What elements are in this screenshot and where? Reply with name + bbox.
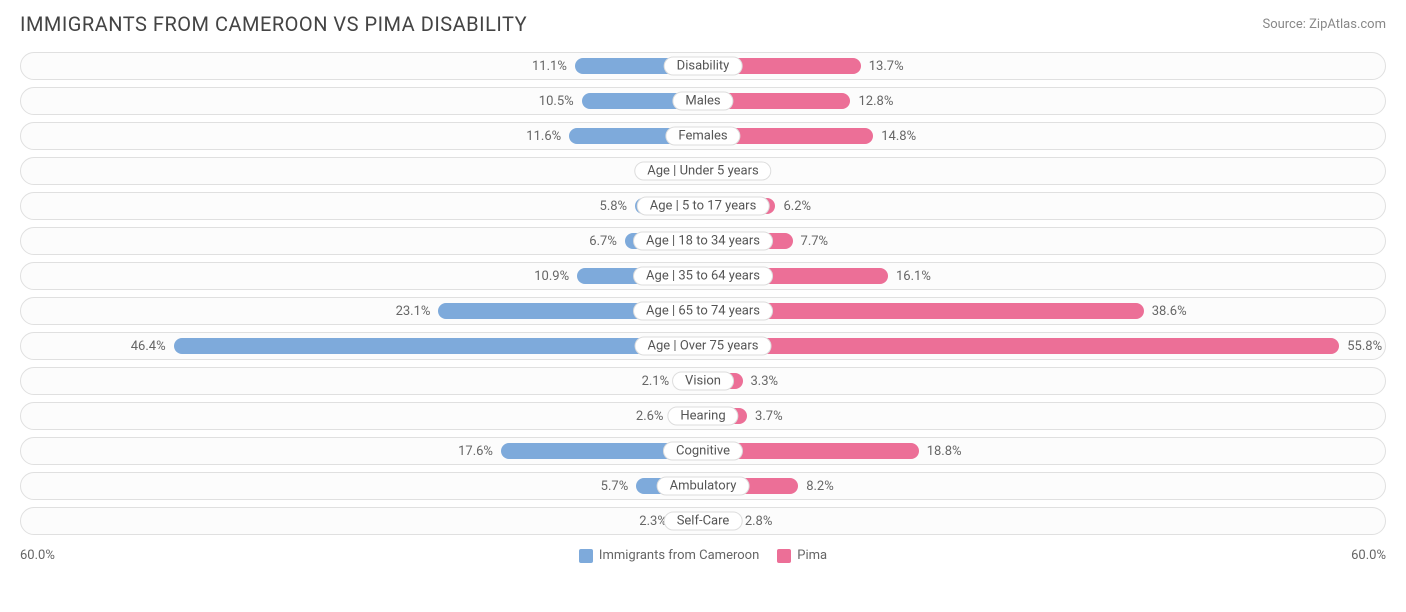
legend: Immigrants from Cameroon Pima bbox=[55, 548, 1351, 563]
bar-half-left: 17.6% bbox=[21, 438, 703, 464]
bar-pct-right: 8.2% bbox=[806, 479, 834, 494]
legend-swatch-right bbox=[777, 549, 791, 563]
bar-pct-right: 3.3% bbox=[751, 374, 779, 389]
chart-row: 5.8% 6.2% Age | 5 to 17 years bbox=[20, 192, 1386, 220]
bar-half-left: 11.6% bbox=[21, 123, 703, 149]
bar-half-left: 5.7% bbox=[21, 473, 703, 499]
row-label: Cognitive bbox=[663, 442, 743, 461]
bar-pct-left: 23.1% bbox=[396, 304, 431, 319]
bar-pct-right: 16.1% bbox=[896, 269, 931, 284]
bar-half-left: 10.9% bbox=[21, 263, 703, 289]
bar-pct-right: 12.8% bbox=[858, 94, 893, 109]
bar-half-left: 11.1% bbox=[21, 53, 703, 79]
bar-half-left: 46.4% bbox=[21, 333, 703, 359]
bar-half-left: 5.8% bbox=[21, 193, 703, 219]
legend-swatch-left bbox=[579, 549, 593, 563]
chart-row: 10.5% 12.8% Males bbox=[20, 87, 1386, 115]
row-label: Males bbox=[672, 92, 733, 111]
legend-item-left: Immigrants from Cameroon bbox=[579, 548, 759, 563]
bar-half-left: 1.4% bbox=[21, 158, 703, 184]
row-label: Disability bbox=[664, 57, 743, 76]
bar-half-right: 38.6% bbox=[703, 298, 1385, 324]
chart-row: 23.1% 38.6% Age | 65 to 74 years bbox=[20, 297, 1386, 325]
bar-half-right: 6.2% bbox=[703, 193, 1385, 219]
bar-pct-left: 6.7% bbox=[589, 234, 617, 249]
row-label: Age | 35 to 64 years bbox=[633, 267, 773, 286]
bar-pct-right: 55.8% bbox=[1347, 339, 1382, 354]
bar-pct-right: 14.8% bbox=[881, 129, 916, 144]
bar-right bbox=[705, 338, 1339, 354]
chart-row: 1.4%1.1%Age | Under 5 years bbox=[20, 157, 1386, 185]
chart-row: 11.1% 13.7% Disability bbox=[20, 52, 1386, 80]
row-label: Age | Over 75 years bbox=[635, 337, 772, 356]
bar-half-right: 3.7% bbox=[703, 403, 1385, 429]
bar-pct-right: 2.8% bbox=[745, 514, 773, 529]
bar-pct-left: 46.4% bbox=[131, 339, 166, 354]
bar-pct-left: 10.9% bbox=[534, 269, 569, 284]
legend-label-left: Immigrants from Cameroon bbox=[599, 548, 759, 563]
row-label: Age | Under 5 years bbox=[634, 162, 771, 181]
bar-half-right: 16.1% bbox=[703, 263, 1385, 289]
row-label: Self-Care bbox=[664, 512, 743, 531]
bar-pct-right: 7.7% bbox=[801, 234, 829, 249]
legend-label-right: Pima bbox=[797, 548, 827, 563]
chart-row: 5.7% 8.2% Ambulatory bbox=[20, 472, 1386, 500]
bar-pct-left: 11.1% bbox=[532, 59, 567, 74]
chart-row: 6.7% 7.7% Age | 18 to 34 years bbox=[20, 227, 1386, 255]
row-label: Age | 18 to 34 years bbox=[633, 232, 773, 251]
bar-half-right: 12.8% bbox=[703, 88, 1385, 114]
bar-pct-right: 13.7% bbox=[869, 59, 904, 74]
bar-half-right: 2.8% bbox=[703, 508, 1385, 534]
bar-half-right: 3.3% bbox=[703, 368, 1385, 394]
bar-half-left: 23.1% bbox=[21, 298, 703, 324]
row-label: Age | 65 to 74 years bbox=[633, 302, 773, 321]
bar-pct-right: 18.8% bbox=[927, 444, 962, 459]
bar-half-right: 55.8% bbox=[703, 333, 1385, 359]
bar-pct-left: 2.1% bbox=[642, 374, 670, 389]
bar-half-left: 2.3% bbox=[21, 508, 703, 534]
chart-source: Source: ZipAtlas.com bbox=[1262, 17, 1386, 32]
bar-half-right: 7.7% bbox=[703, 228, 1385, 254]
bar-pct-left: 5.8% bbox=[600, 199, 628, 214]
row-label: Vision bbox=[672, 372, 734, 391]
row-label: Age | 5 to 17 years bbox=[637, 197, 770, 216]
bar-half-right: 8.2% bbox=[703, 473, 1385, 499]
chart-row: 46.4% 55.8% Age | Over 75 years bbox=[20, 332, 1386, 360]
chart-row: 11.6% 14.8% Females bbox=[20, 122, 1386, 150]
bar-pct-left: 10.5% bbox=[539, 94, 574, 109]
bar-half-right: 14.8% bbox=[703, 123, 1385, 149]
bar-half-right: 18.8% bbox=[703, 438, 1385, 464]
bar-pct-left: 11.6% bbox=[526, 129, 561, 144]
axis-max-right: 60.0% bbox=[1351, 548, 1386, 563]
chart-footer: 60.0% Immigrants from Cameroon Pima 60.0… bbox=[0, 546, 1406, 573]
bar-half-left: 2.6% bbox=[21, 403, 703, 429]
diverging-bar-chart: 11.1% 13.7% Disability 10.5% 12.8% Males 11.6%… bbox=[0, 44, 1406, 546]
bar-half-left: 10.5% bbox=[21, 88, 703, 114]
row-label: Hearing bbox=[667, 407, 738, 426]
bar-half-right: 13.7% bbox=[703, 53, 1385, 79]
axis-max-left: 60.0% bbox=[20, 548, 55, 563]
row-label: Ambulatory bbox=[657, 477, 750, 496]
chart-row: 2.1% 3.3% Vision bbox=[20, 367, 1386, 395]
legend-item-right: Pima bbox=[777, 548, 827, 563]
bar-pct-left: 17.6% bbox=[458, 444, 493, 459]
chart-row: 10.9% 16.1% Age | 35 to 64 years bbox=[20, 262, 1386, 290]
bar-half-left: 2.1% bbox=[21, 368, 703, 394]
bar-pct-left: 2.6% bbox=[636, 409, 664, 424]
chart-row: 2.3% 2.8%Self-Care bbox=[20, 507, 1386, 535]
chart-header: IMMIGRANTS FROM CAMEROON VS PIMA DISABIL… bbox=[0, 0, 1406, 44]
bar-pct-right: 6.2% bbox=[783, 199, 811, 214]
bar-half-right: 1.1% bbox=[703, 158, 1385, 184]
row-label: Females bbox=[665, 127, 740, 146]
bar-left bbox=[174, 338, 701, 354]
bar-pct-left: 5.7% bbox=[601, 479, 629, 494]
chart-row: 17.6% 18.8% Cognitive bbox=[20, 437, 1386, 465]
chart-title: IMMIGRANTS FROM CAMEROON VS PIMA DISABIL… bbox=[20, 12, 527, 36]
bar-pct-right: 38.6% bbox=[1152, 304, 1187, 319]
bar-half-left: 6.7% bbox=[21, 228, 703, 254]
bar-pct-right: 3.7% bbox=[755, 409, 783, 424]
chart-row: 2.6% 3.7% Hearing bbox=[20, 402, 1386, 430]
